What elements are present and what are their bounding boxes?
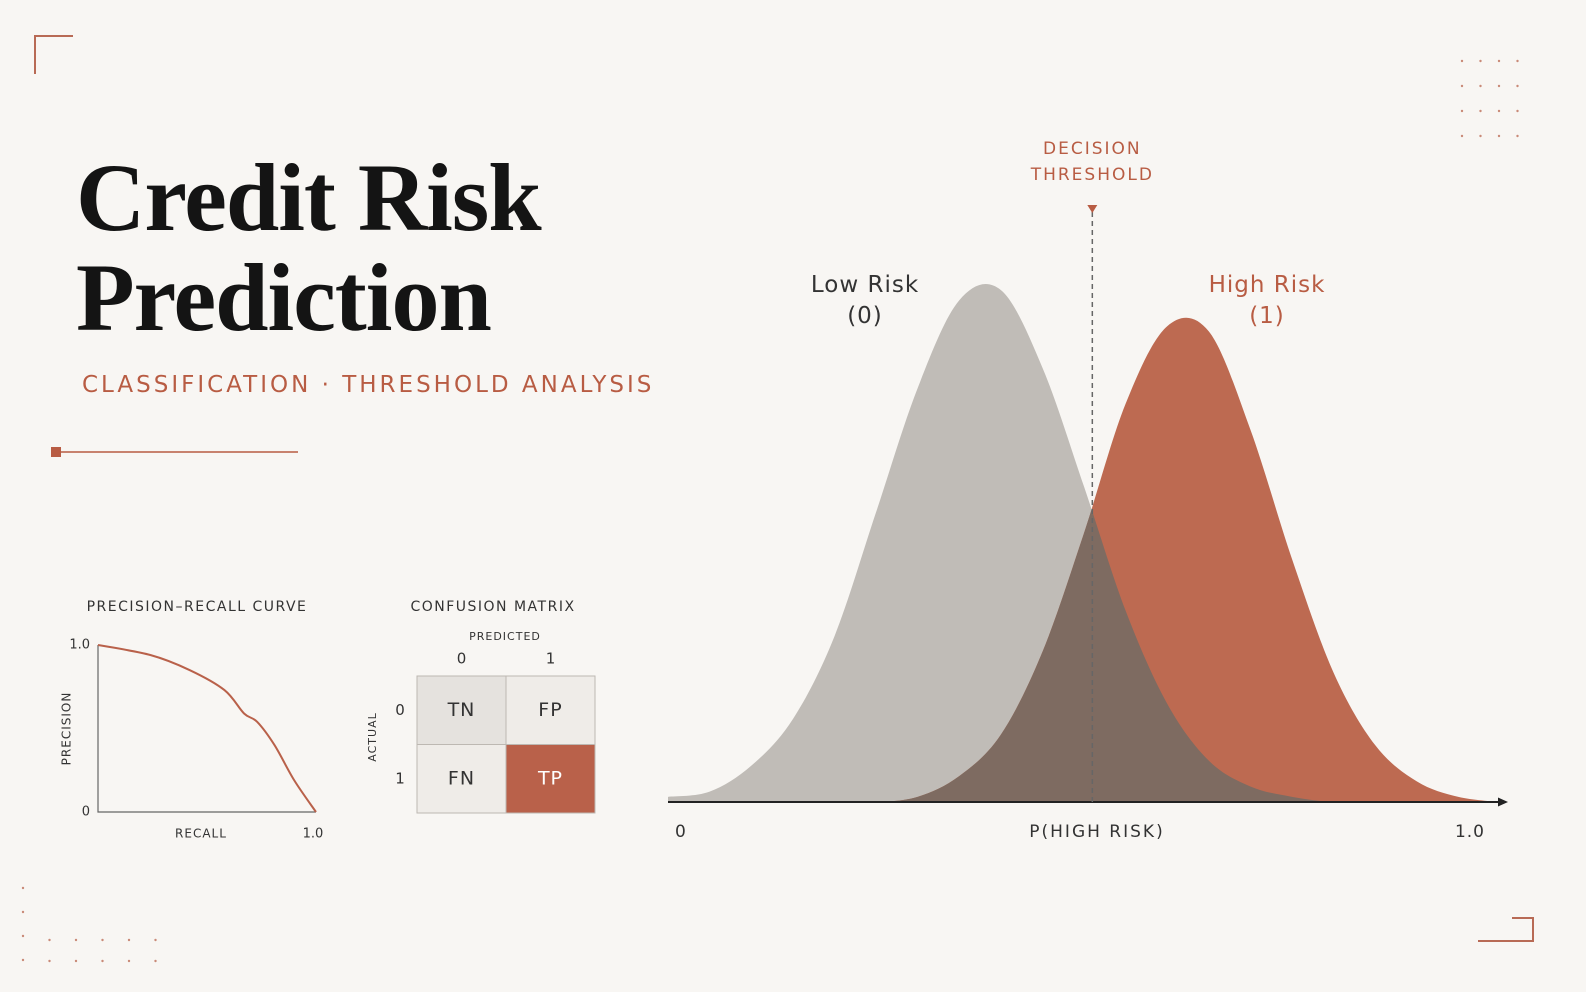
dot (1516, 84, 1519, 88)
x-tick-label: 1.0 (303, 827, 324, 842)
dot (1460, 134, 1464, 138)
dot (101, 959, 104, 963)
dot (48, 959, 51, 963)
dot (1479, 134, 1482, 138)
dot (127, 959, 131, 963)
dot (1479, 59, 1482, 63)
threshold-label: DECISION THRESHOLD (1030, 139, 1154, 185)
y-tick-label: 1.0 (69, 638, 90, 653)
dot (1516, 59, 1519, 63)
dot (1516, 109, 1519, 113)
dot (1497, 59, 1501, 63)
dot (21, 934, 25, 938)
dot (1479, 84, 1482, 88)
corner-bracket (34, 35, 73, 74)
dot (21, 910, 25, 914)
column-label: 1 (546, 650, 556, 668)
legend-label: Low Risk (0) (810, 272, 920, 329)
y-axis-label: PRECISION (60, 692, 74, 766)
subtitle: CLASSIFICATION · THRESHOLD ANALYSIS (82, 372, 655, 398)
matrix-cell (505, 744, 596, 814)
dot (48, 938, 51, 942)
x-axis-label: P(HIGH RISK) (1029, 822, 1164, 842)
axis-arrow (1498, 797, 1508, 807)
chart-title: PRECISION–RECALL CURVE (87, 599, 308, 615)
legend-label: High Risk (1) (1208, 272, 1326, 329)
page-title: Credit Risk Prediction (76, 144, 542, 351)
dot (1460, 109, 1464, 113)
dot (101, 938, 104, 942)
column-label: 0 (457, 650, 467, 668)
cell-label: TN (447, 699, 476, 721)
dot (1497, 134, 1501, 138)
dot (154, 959, 157, 963)
row-label: 0 (395, 701, 405, 719)
matrix-cell (416, 675, 507, 745)
dot (154, 938, 157, 942)
dot (1460, 84, 1464, 88)
y-tick-label: 0 (82, 805, 90, 820)
dot (74, 938, 78, 942)
matrix-cell (416, 744, 507, 814)
dot (1516, 134, 1519, 138)
dot (1479, 109, 1482, 113)
pr-curve (97, 644, 317, 813)
predicted-label: PREDICTED (469, 630, 541, 643)
accent-square (51, 447, 61, 457)
row-label: 1 (395, 769, 405, 787)
dot (127, 938, 131, 942)
dot (74, 959, 78, 963)
matrix-cell (505, 675, 596, 745)
dot (1497, 84, 1501, 88)
dot (21, 958, 25, 962)
actual-label: ACTUAL (366, 712, 379, 761)
cell-label: FN (448, 767, 475, 789)
x-tick-label: 1.0 (1455, 822, 1485, 842)
cell-label: TP (537, 767, 563, 789)
dot (1460, 59, 1464, 63)
dot (21, 886, 25, 890)
axes (97, 645, 316, 813)
matrix-title: CONFUSION MATRIX (410, 599, 575, 615)
x-tick-label: 0 (675, 822, 687, 842)
dot-pattern (21, 59, 1519, 963)
dot (1497, 109, 1501, 113)
x-axis-label: RECALL (175, 827, 227, 841)
corner-bracket (1478, 917, 1534, 942)
threshold-marker (1087, 205, 1098, 213)
cell-label: FP (538, 699, 562, 721)
